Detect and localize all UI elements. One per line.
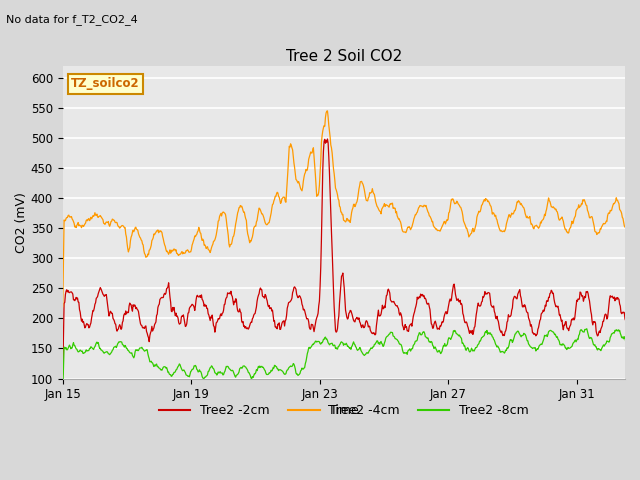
X-axis label: Time: Time (328, 404, 359, 417)
Legend: Tree2 -2cm, Tree2 -4cm, Tree2 -8cm: Tree2 -2cm, Tree2 -4cm, Tree2 -8cm (154, 399, 534, 422)
Y-axis label: CO2 (mV): CO2 (mV) (15, 192, 28, 253)
Text: No data for f_T2_CO2_4: No data for f_T2_CO2_4 (6, 14, 138, 25)
Title: Tree 2 Soil CO2: Tree 2 Soil CO2 (285, 48, 402, 63)
Text: TZ_soilco2: TZ_soilco2 (71, 77, 140, 90)
